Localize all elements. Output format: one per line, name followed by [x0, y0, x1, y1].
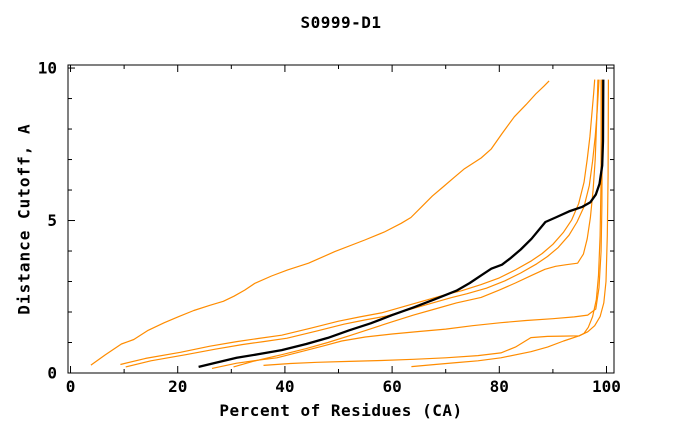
curve-model-1 [90, 80, 550, 366]
x-tick-labels: 0 20 40 60 80 100 [66, 377, 621, 396]
curve-reference-model [198, 79, 605, 369]
x-tick-label: 40 [275, 377, 294, 396]
axes-frame [67, 64, 615, 374]
y-tick-label: 10 [38, 59, 57, 78]
y-axis-label: Distance Cutoff, A [14, 123, 34, 315]
x-tick-label: 20 [168, 377, 187, 396]
curve-model-7 [411, 79, 610, 368]
chart-title: S0999-D1 [300, 13, 382, 32]
y-tick-labels: 0 5 10 [38, 59, 57, 383]
x-tick-label: 100 [592, 377, 621, 396]
y-tick-label: 0 [47, 364, 57, 383]
x-tick-label: 60 [382, 377, 401, 396]
curve-model-3 [125, 79, 600, 368]
x-tick-label: 0 [66, 377, 76, 396]
x-axis-ticks [70, 65, 607, 373]
y-axis-ticks [68, 67, 614, 374]
y-tick-label: 5 [47, 211, 57, 230]
curves [90, 79, 610, 369]
curve-model-2 [120, 79, 596, 366]
curve-model-5 [211, 79, 603, 369]
curve-model-6 [263, 79, 602, 366]
x-tick-label: 80 [490, 377, 509, 396]
x-axis-label: Percent of Residues (CA) [219, 401, 463, 420]
